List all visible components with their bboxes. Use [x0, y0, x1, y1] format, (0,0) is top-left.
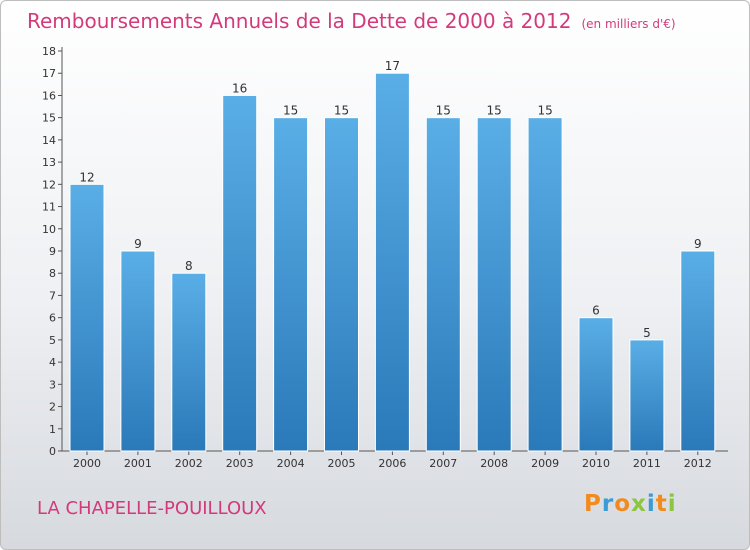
- proxiti-logo: Proxiti: [584, 491, 677, 517]
- x-tick-label: 2003: [226, 457, 254, 470]
- y-tick-label: 15: [42, 112, 56, 125]
- x-tick-label: 2012: [684, 457, 712, 470]
- y-tick-label: 2: [49, 401, 56, 414]
- logo-letter: o: [614, 491, 632, 517]
- bar-value-label: 9: [134, 237, 142, 251]
- x-tick-label: 2002: [175, 457, 203, 470]
- y-tick-label: 4: [49, 356, 56, 369]
- y-tick-label: 1: [49, 423, 56, 436]
- y-tick-label: 16: [42, 89, 56, 102]
- bar: [273, 117, 309, 452]
- bar: [374, 72, 410, 452]
- x-tick-label: 2000: [73, 457, 101, 470]
- y-tick-label: 6: [49, 312, 56, 325]
- y-tick-label: 11: [42, 201, 56, 214]
- bar-value-label: 5: [643, 326, 651, 340]
- chart-title: Remboursements Annuels de la Dette de 20…: [27, 9, 676, 33]
- bar: [324, 117, 359, 452]
- bar-value-label: 9: [694, 237, 702, 251]
- bar-value-label: 16: [232, 81, 247, 95]
- x-tick-label: 2009: [531, 457, 559, 470]
- logo-letter: i: [646, 491, 656, 517]
- x-tick-label: 2004: [277, 457, 305, 470]
- logo-letter: t: [655, 491, 668, 517]
- y-tick-label: 0: [49, 445, 56, 458]
- place-name: LA CHAPELLE-POUILLOUX: [37, 498, 267, 519]
- x-tick-label: 2008: [480, 457, 508, 470]
- bar-value-label: 15: [436, 104, 451, 118]
- y-tick-label: 14: [42, 134, 56, 147]
- bar: [629, 339, 665, 452]
- x-tick-label: 2010: [582, 457, 610, 470]
- y-tick-label: 13: [42, 156, 56, 169]
- y-tick-label: 10: [42, 223, 56, 236]
- chart-unit: (en milliers d'€): [581, 17, 676, 31]
- y-tick-label: 9: [49, 245, 56, 258]
- bar: [120, 250, 156, 452]
- logo-letter: r: [601, 491, 615, 517]
- logo-letter: i: [667, 491, 677, 517]
- bar: [69, 183, 105, 452]
- logo-letter: P: [584, 491, 602, 517]
- bar-value-label: 6: [592, 304, 600, 318]
- x-tick-label: 2006: [378, 457, 406, 470]
- x-tick-label: 2007: [429, 457, 457, 470]
- bar-value-label: 8: [185, 259, 193, 273]
- bar: [680, 250, 716, 452]
- x-tick-label: 2005: [328, 457, 356, 470]
- y-tick-label: 18: [42, 45, 56, 58]
- bar-value-label: 15: [487, 104, 502, 118]
- y-tick-label: 12: [42, 178, 56, 191]
- x-tick-label: 2011: [633, 457, 661, 470]
- y-tick-label: 17: [42, 67, 56, 80]
- bar-value-label: 12: [79, 170, 94, 184]
- bar: [425, 117, 461, 452]
- x-tick-label: 2001: [124, 457, 152, 470]
- bar: [527, 117, 563, 452]
- y-tick-label: 5: [49, 334, 56, 347]
- logo-letter: x: [631, 491, 647, 517]
- bar: [171, 272, 207, 452]
- bar-value-label: 15: [283, 104, 298, 118]
- bar: [222, 94, 258, 452]
- y-tick-label: 7: [49, 289, 56, 302]
- bar-value-label: 17: [385, 59, 400, 73]
- y-tick-label: 8: [49, 267, 56, 280]
- bar-value-label: 15: [537, 104, 552, 118]
- bar-value-label: 15: [334, 104, 349, 118]
- chart-bars: 12 9 8 16 15 15 17 15 15 15 6 5 9: [69, 59, 716, 452]
- bar: [476, 117, 512, 452]
- chart-title-text: Remboursements Annuels de la Dette de 20…: [27, 9, 572, 33]
- y-tick-label: 3: [49, 378, 56, 391]
- bar: [578, 317, 614, 452]
